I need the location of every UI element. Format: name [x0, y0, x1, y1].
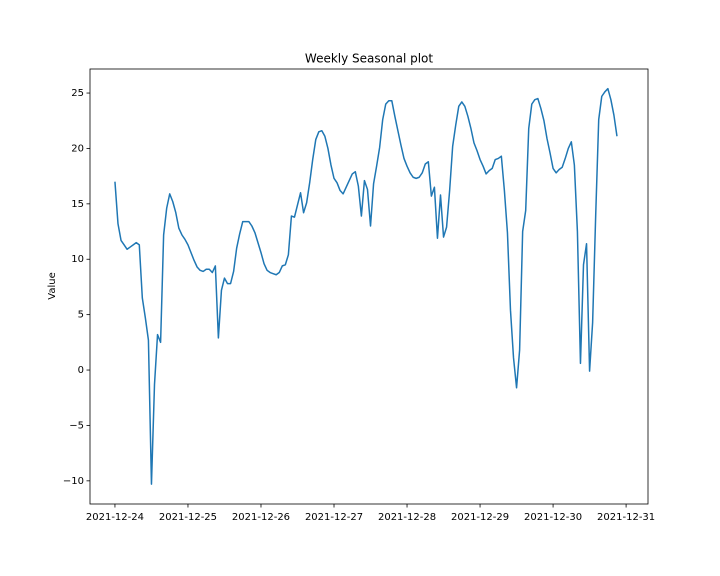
y-tick-label: 5 — [78, 310, 84, 321]
x-tick-label: 2021-12-31 — [597, 512, 655, 523]
y-axis-label: Value — [47, 272, 58, 299]
y-tick-label: −5 — [69, 420, 84, 431]
y-tick-label: 20 — [71, 143, 84, 154]
x-tick-label: 2021-12-25 — [159, 512, 217, 523]
data-line — [114, 87, 618, 485]
x-tick-label: 2021-12-28 — [378, 512, 436, 523]
x-tick-label: 2021-12-26 — [232, 512, 290, 523]
x-tick-label: 2021-12-27 — [305, 512, 363, 523]
y-tick-label: −10 — [63, 476, 84, 487]
x-tick-label: 2021-12-24 — [86, 512, 144, 523]
y-tick-label: 15 — [71, 199, 84, 210]
plot-frame — [89, 68, 649, 505]
x-tick-label: 2021-12-30 — [524, 512, 582, 523]
y-tick-label: 25 — [71, 88, 84, 99]
y-tick-label: 10 — [71, 254, 84, 265]
x-tick-label: 2021-12-29 — [451, 512, 509, 523]
y-tick-label: 0 — [78, 365, 84, 376]
chart-title: Weekly Seasonal plot — [305, 52, 433, 66]
